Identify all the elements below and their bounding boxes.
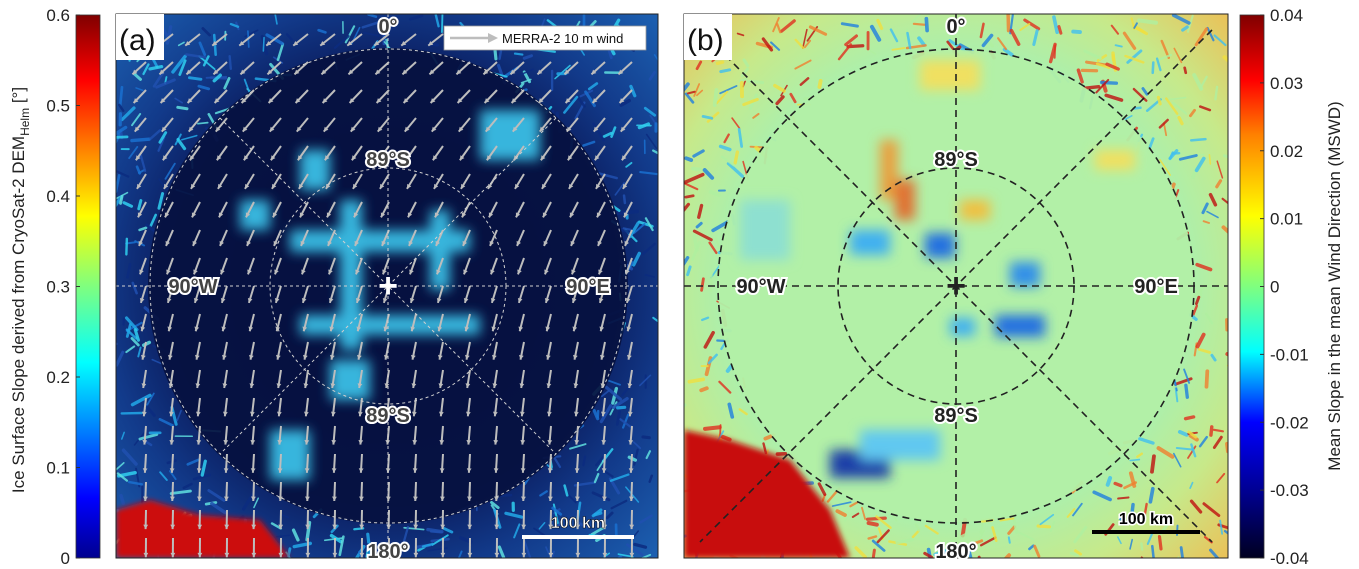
label-b-bottom: 180° — [935, 541, 976, 563]
scalebar-a-label: 100 km — [551, 515, 605, 532]
label-a-left: 90°W — [168, 276, 217, 298]
colorbar-a-tick-label: 0.2 — [46, 368, 70, 387]
label-b-top: 0° — [946, 16, 965, 38]
colorbar-b-tick-label: -0.03 — [1270, 481, 1309, 500]
colorbar-b-tick-label: -0.04 — [1270, 549, 1309, 568]
colorbar-a-label: Ice Surface Slope derived from CryoSat-2… — [9, 87, 32, 493]
pole-marker-b: + — [946, 267, 966, 305]
colorbar-a: 0.6 0.5 0.4 0.3 0.2 0.1 0 Ice Surface Slope de… — [9, 6, 101, 568]
map-a-slope-patches — [240, 110, 540, 480]
colorbar-a-tick-label: 0.3 — [46, 278, 70, 297]
scalebar-a: 100 km — [522, 515, 634, 539]
map-a-red-patch — [116, 500, 290, 558]
graticule-b — [684, 14, 1228, 558]
label-a-right: 90°E — [566, 276, 610, 298]
label-a-inner-upper: 89°S — [366, 149, 410, 171]
pole-marker-a: + — [378, 267, 398, 305]
svg-text:Ice Surface Slope derived from: Ice Surface Slope derived from CryoSat-2… — [9, 87, 32, 493]
svg-text:Mean Slope in the mean Wind Di: Mean Slope in the mean Wind Direction (M… — [1325, 101, 1344, 470]
label-b-inner-upper: 89°S — [934, 149, 978, 171]
map-a-frame — [115, 13, 659, 559]
label-a-bottom: 180° — [367, 541, 408, 563]
map-b-slope-patches — [740, 60, 1135, 478]
colorbar-b-ticks: 0.04 0.03 0.02 0.01 0 -0.01 -0.02 -0.03 -0.04 — [1260, 6, 1309, 568]
map-b-texture — [684, 14, 1228, 558]
panel-b-label-box — [684, 14, 732, 60]
colorbar-b-tick-label: -0.02 — [1270, 413, 1309, 432]
colorbar-a-ticks: 0.6 0.5 0.4 0.3 0.2 0.1 0 — [46, 6, 80, 568]
colorbar-a-tick-label: 0.5 — [46, 97, 70, 116]
map-b-frame — [683, 13, 1229, 559]
colorbar-b-tick-label: 0 — [1270, 278, 1279, 297]
colorbar-b-tick-label: 0.02 — [1270, 142, 1303, 161]
colorbar-a-tick-label: 0.4 — [46, 187, 70, 206]
map-b-red-patch — [684, 430, 850, 558]
panel-b-label: (b) — [687, 24, 724, 57]
wind-arrows-a — [130, 33, 635, 558]
scalebar-b: 100 km — [1092, 510, 1200, 534]
scalebar-b-label: 100 km — [1119, 511, 1173, 528]
colorbar-a-tick-label: 0.1 — [46, 459, 70, 478]
label-a-inner-lower: 89°S — [366, 405, 410, 427]
colorbar-b-tick-label: 0.01 — [1270, 210, 1303, 229]
colorbar-b-tick-label: 0.03 — [1270, 74, 1303, 93]
colorbar-a-tick-label: 0 — [61, 549, 70, 568]
label-a-top: 0° — [378, 16, 397, 38]
colorbar-b-tick-label: -0.01 — [1270, 345, 1309, 364]
colorbar-b-tick-label: 0.04 — [1270, 6, 1303, 25]
graticule-a — [116, 14, 658, 558]
colorbar-b: 0.04 0.03 0.02 0.01 0 -0.01 -0.02 -0.03 -0.04 Me… — [1239, 6, 1344, 568]
colorbar-b-label: Mean Slope in the mean Wind Direction (M… — [1325, 101, 1344, 470]
label-b-inner-lower: 89°S — [934, 405, 978, 427]
colorbar-a-tick-label: 0.6 — [46, 6, 70, 25]
legend-a-label: MERRA-2 10 m wind — [502, 31, 623, 46]
map-panel-b: + — [684, 14, 1228, 558]
label-b-left: 90°W — [736, 276, 785, 298]
panel-a-label: (a) — [119, 24, 156, 57]
label-b-right: 90°E — [1134, 276, 1178, 298]
legend-a: MERRA-2 10 m wind — [443, 25, 647, 51]
panel-a-label-box — [116, 14, 164, 60]
map-panel-a: + — [116, 14, 658, 558]
